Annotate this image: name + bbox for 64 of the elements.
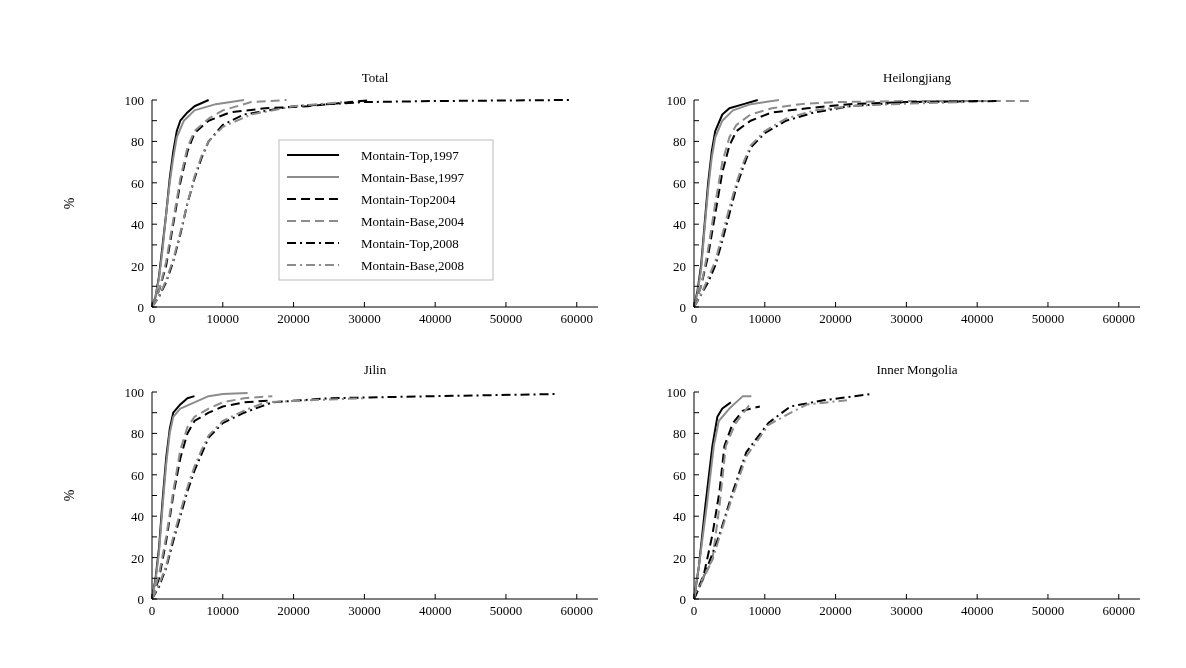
x-tick-label: 40000 [418, 311, 452, 326]
legend-label: Montain-Top,2008 [361, 236, 459, 251]
x-tick-label: 60000 [560, 603, 594, 618]
y-tick-label: 60 [673, 467, 686, 483]
legend-label: Montain-Top,1997 [361, 148, 460, 163]
y-tick-label: 100 [666, 385, 686, 400]
y-tick-label: 100 [124, 93, 144, 108]
x-tick-label: 0 [148, 311, 156, 326]
y-axis-title: % [62, 197, 77, 210]
x-tick-label: 0 [148, 603, 156, 618]
chart-title: Total [361, 70, 389, 85]
x-tick-label: 60000 [560, 311, 594, 326]
y-tick-label: 60 [131, 467, 144, 483]
x-tick-label: 20000 [277, 603, 310, 618]
x-tick-label: 20000 [819, 311, 852, 326]
x-tick-label: 60000 [1102, 311, 1136, 326]
x-tick-label: 60000 [1102, 603, 1136, 618]
y-tick-label: 100 [124, 385, 144, 400]
chart-title: Jilin [363, 362, 387, 377]
y-tick-label: 60 [673, 175, 686, 191]
x-tick-label: 0 [690, 603, 698, 618]
x-tick-label: 40000 [960, 311, 994, 326]
x-tick-label: 20000 [277, 311, 310, 326]
x-tick-label: 30000 [348, 603, 381, 618]
chart-title: Heilongjiang [883, 70, 952, 85]
y-tick-label: 20 [131, 550, 144, 566]
y-tick-label: 0 [679, 300, 686, 315]
x-tick-label: 30000 [348, 311, 381, 326]
x-tick-label: 50000 [489, 603, 523, 618]
x-tick-label: 30000 [890, 311, 923, 326]
y-tick-label: 60 [131, 175, 144, 191]
y-tick-label: 80 [673, 426, 686, 442]
x-tick-label: 40000 [418, 603, 452, 618]
y-tick-label: 100 [666, 93, 686, 108]
chart-title: Inner Mongolia [876, 362, 958, 377]
x-tick-label: 40000 [960, 603, 994, 618]
y-axis-title: % [62, 489, 77, 502]
x-tick-label: 50000 [489, 311, 523, 326]
y-tick-label: 0 [679, 592, 686, 607]
legend-label: Montain-Base,2008 [361, 258, 464, 273]
y-tick-label: 40 [131, 509, 144, 525]
x-tick-label: 10000 [206, 311, 240, 326]
x-tick-label: 30000 [890, 603, 923, 618]
x-tick-label: 50000 [1031, 603, 1065, 618]
y-tick-label: 0 [137, 592, 144, 607]
y-tick-label: 80 [131, 134, 144, 150]
x-tick-label: 10000 [206, 603, 240, 618]
y-tick-label: 40 [131, 217, 144, 233]
x-tick-label: 50000 [1031, 311, 1065, 326]
y-tick-label: 40 [673, 217, 686, 233]
x-tick-label: 10000 [748, 311, 782, 326]
y-tick-label: 80 [673, 134, 686, 150]
y-tick-label: 20 [673, 258, 686, 274]
legend-label: Montain-Base,2004 [361, 214, 465, 229]
legend-label: Montain-Base,1997 [361, 170, 465, 185]
y-tick-label: 80 [131, 426, 144, 442]
legend-label: Montain-Top2004 [361, 192, 456, 207]
x-tick-label: 0 [690, 311, 698, 326]
y-tick-label: 0 [137, 300, 144, 315]
x-tick-label: 10000 [748, 603, 782, 618]
y-tick-label: 40 [673, 509, 686, 525]
x-tick-label: 20000 [819, 603, 852, 618]
y-tick-label: 20 [673, 550, 686, 566]
y-tick-label: 20 [131, 258, 144, 274]
